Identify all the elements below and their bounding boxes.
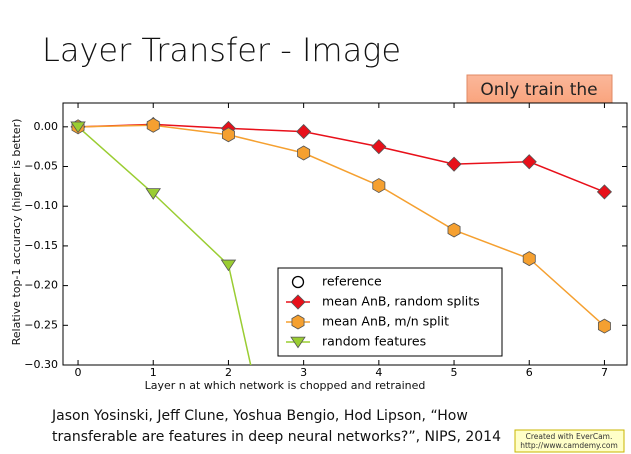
- slide-title: Layer Transfer - Image: [42, 31, 401, 69]
- series-line: [78, 124, 605, 327]
- watermark-line: Created with EverCam.: [526, 432, 613, 441]
- x-tick-label: 6: [526, 366, 533, 379]
- marker: [596, 184, 613, 200]
- y-tick-label: −0.30: [24, 358, 58, 371]
- legend-label: reference: [322, 274, 382, 289]
- marker: [220, 259, 237, 272]
- legend-label: mean AnB, random splits: [322, 294, 480, 309]
- marker: [145, 188, 161, 200]
- watermark-box: [514, 429, 625, 453]
- marker: [291, 275, 305, 289]
- marker: [290, 336, 306, 349]
- callout-line: Only train the: [480, 80, 597, 100]
- x-tick-label: 0: [75, 366, 82, 379]
- y-tick-label: −0.05: [24, 160, 58, 173]
- y-tick-label: 0.00: [34, 120, 59, 133]
- y-tick-label: −0.25: [24, 318, 58, 331]
- marker: [371, 139, 387, 155]
- marker: [290, 294, 306, 310]
- marker: [296, 124, 312, 140]
- citation-line: transferable are features in deep neural…: [52, 429, 501, 445]
- watermark-line: http://www.camdemy.com: [520, 441, 618, 450]
- marker: [447, 222, 461, 238]
- legend-label: mean AnB, m/n split: [322, 314, 449, 329]
- marker: [297, 145, 311, 161]
- marker: [221, 127, 235, 143]
- marker: [291, 314, 305, 330]
- marker: [521, 154, 537, 170]
- x-tick-label: 4: [375, 366, 382, 379]
- x-tick-label: 5: [451, 366, 458, 379]
- x-tick-label: 3: [300, 366, 307, 379]
- x-tick-label: 1: [150, 366, 157, 379]
- y-tick-label: −0.10: [24, 199, 58, 212]
- legend-label: random features: [322, 334, 426, 349]
- series-line: [78, 123, 605, 193]
- y-tick-label: −0.20: [24, 279, 58, 292]
- x-axis-label: Layer n at which network is chopped and …: [145, 379, 426, 392]
- legend-box: [277, 267, 503, 357]
- marker: [70, 121, 86, 134]
- marker: [446, 156, 462, 172]
- marker: [372, 178, 386, 194]
- x-tick-label: 7: [601, 366, 608, 379]
- marker: [597, 318, 611, 334]
- plot-series: [70, 116, 613, 365]
- y-axis-label: Relative top-1 accuracy (higher is bette…: [10, 119, 23, 346]
- y-tick-label: −0.15: [24, 239, 58, 252]
- citation-line: Jason Yosinski, Jeff Clune, Yoshua Bengi…: [51, 408, 468, 424]
- x-tick-label: 2: [225, 366, 232, 379]
- series-line: [77, 126, 252, 365]
- marker: [522, 251, 536, 267]
- marker: [146, 117, 160, 133]
